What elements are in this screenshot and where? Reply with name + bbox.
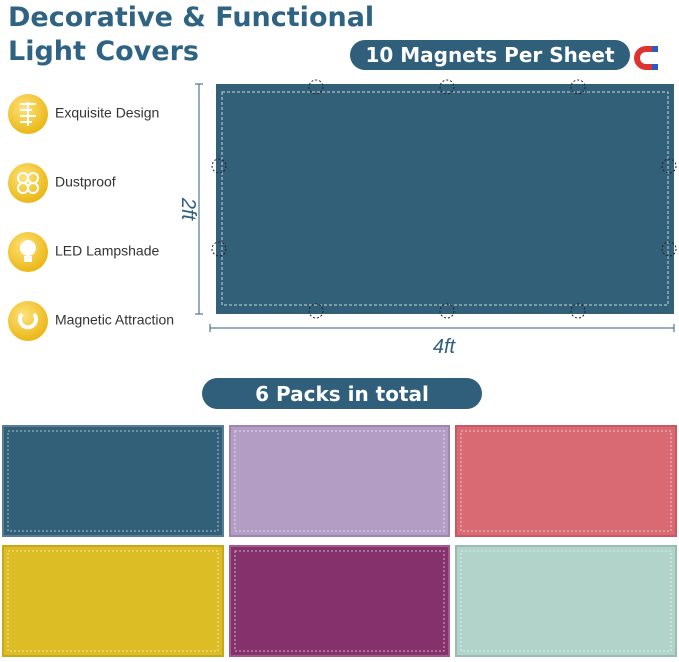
packs-bg — [202, 378, 482, 409]
height-label: 2ft — [177, 197, 199, 222]
feature-list: Exquisite Design Dustproof LED Lampshade… — [8, 94, 174, 341]
title-line: Light Covers — [8, 36, 199, 67]
badge-bg — [350, 40, 630, 70]
width-label: 4ft — [433, 336, 457, 358]
feature-label: Magnetic Attraction — [55, 312, 174, 328]
sheet-diagram — [195, 79, 677, 332]
feature-label: Exquisite Design — [55, 105, 159, 121]
feature-icon — [8, 301, 48, 341]
feature-label: Dustproof — [55, 174, 116, 190]
feature-label: LED Lampshade — [55, 243, 160, 259]
swatches — [2, 425, 677, 657]
feature-icon — [8, 163, 48, 203]
title-line: Decorative & Functional — [8, 2, 374, 33]
magnet-icon — [634, 46, 658, 70]
packs-label: 6 Packs in total — [255, 382, 429, 406]
badge-text: 10 Magnets Per Sheet — [365, 43, 615, 67]
